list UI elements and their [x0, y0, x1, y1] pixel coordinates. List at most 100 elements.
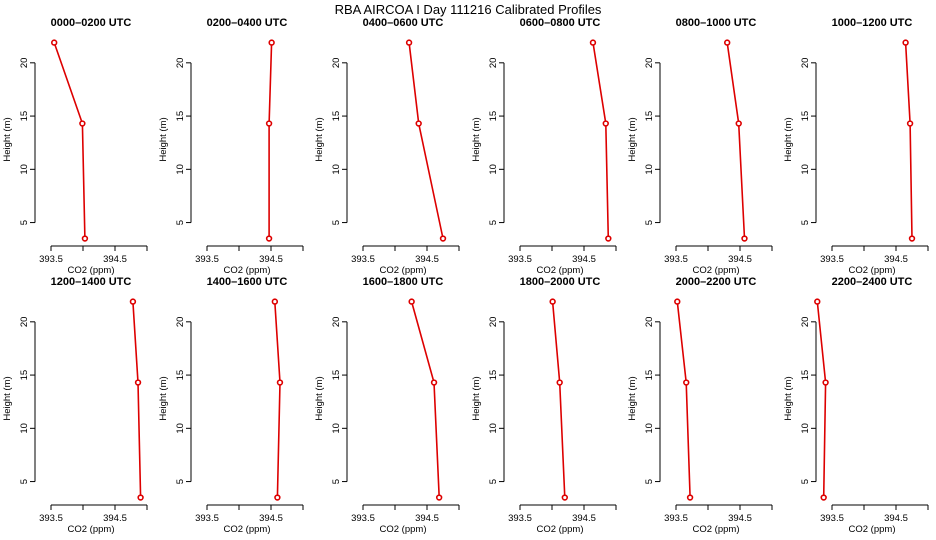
y-tick-label: 20	[488, 317, 499, 328]
profile-point	[129, 298, 137, 305]
profile-point	[81, 235, 89, 242]
y-tick-label: 10	[800, 164, 811, 175]
y-tick-label: 15	[488, 111, 499, 122]
profile-point	[556, 379, 563, 386]
x-tick-label: 394.5	[728, 254, 752, 265]
x-tick-label: 394.5	[884, 513, 908, 524]
panel-title: 1400–1600 UTC	[207, 276, 288, 288]
profile-line	[410, 301, 440, 498]
profile-point	[683, 379, 690, 386]
panel-title: 1600–1800 UTC	[363, 276, 444, 288]
profile-line	[53, 42, 86, 239]
panel-title: 2200–2400 UTC	[832, 276, 913, 288]
y-tick-label: 15	[644, 370, 655, 381]
y-tick-label: 5	[644, 220, 655, 225]
profile-point	[435, 494, 443, 501]
profile-point	[79, 120, 86, 127]
profile-point	[265, 235, 273, 242]
profile-point	[674, 298, 681, 305]
y-tick-label: 10	[175, 423, 186, 434]
profile-point	[408, 298, 415, 305]
panel-title: 0000–0200 UTC	[51, 17, 132, 29]
y-axis-label: Height (m)	[314, 376, 325, 420]
x-tick-label: 394.5	[728, 513, 752, 524]
profile-line	[592, 42, 610, 239]
profile-point	[137, 494, 144, 501]
y-tick-label: 20	[19, 58, 30, 69]
panel-title: 1000–1200 UTC	[832, 17, 913, 29]
panel-title: 0800–1000 UTC	[676, 17, 757, 29]
profile-point	[822, 379, 829, 386]
y-tick-label: 5	[800, 479, 811, 484]
y-axis-label: Height (m)	[783, 376, 794, 420]
y-axis-label: Height (m)	[783, 117, 794, 161]
x-tick-label: 394.5	[259, 254, 283, 265]
x-tick-label: 393.5	[39, 513, 63, 524]
y-tick-label: 15	[800, 370, 811, 381]
x-tick-label: 393.5	[508, 513, 532, 524]
y-tick-label: 20	[331, 58, 342, 69]
y-axis-label: Height (m)	[627, 376, 638, 420]
y-tick-label: 20	[644, 58, 655, 69]
y-tick-label: 15	[800, 111, 811, 122]
x-axis-label: CO2 (ppm)	[537, 524, 584, 535]
profile-point	[268, 39, 275, 46]
profile-point	[605, 235, 612, 242]
x-tick-label: 393.5	[39, 254, 63, 265]
y-tick-label: 10	[331, 423, 342, 434]
panel-title: 0400–0600 UTC	[363, 17, 444, 29]
profile-line	[726, 42, 746, 239]
y-tick-label: 10	[19, 164, 30, 175]
x-axis-label: CO2 (ppm)	[68, 524, 115, 535]
x-tick-label: 394.5	[415, 513, 439, 524]
x-tick-label: 394.5	[572, 254, 596, 265]
profile-line	[408, 42, 444, 239]
y-tick-label: 15	[19, 111, 30, 122]
y-axis-label: Height (m)	[627, 117, 638, 161]
y-tick-label: 15	[19, 370, 30, 381]
profile-point	[814, 298, 821, 305]
x-tick-label: 393.5	[351, 513, 375, 524]
profile-point	[50, 39, 58, 46]
y-tick-label: 15	[488, 370, 499, 381]
profile-point	[439, 235, 447, 242]
y-tick-label: 10	[644, 423, 655, 434]
y-tick-label: 5	[175, 479, 186, 484]
y-tick-label: 20	[19, 317, 30, 328]
x-axis-label: CO2 (ppm)	[537, 265, 584, 276]
y-tick-label: 20	[488, 58, 499, 69]
y-axis-label: Height (m)	[471, 376, 482, 420]
y-tick-label: 10	[331, 164, 342, 175]
profile-point	[430, 379, 438, 386]
profile-point	[723, 39, 731, 46]
y-tick-label: 20	[800, 317, 811, 328]
y-tick-label: 5	[331, 479, 342, 484]
x-axis-label: CO2 (ppm)	[68, 265, 115, 276]
y-axis-label: Height (m)	[314, 117, 325, 161]
profile-point	[415, 120, 422, 127]
y-tick-label: 5	[331, 220, 342, 225]
x-tick-label: 393.5	[508, 254, 532, 265]
x-axis-label: CO2 (ppm)	[224, 265, 271, 276]
profile-point	[906, 120, 914, 127]
y-tick-label: 5	[19, 479, 30, 484]
profile-point	[271, 298, 279, 305]
x-tick-label: 394.5	[572, 513, 596, 524]
x-axis-label: CO2 (ppm)	[380, 524, 427, 535]
x-tick-label: 394.5	[103, 513, 127, 524]
y-tick-label: 10	[488, 164, 499, 175]
x-axis-label: CO2 (ppm)	[849, 265, 896, 276]
y-tick-label: 10	[488, 423, 499, 434]
y-tick-label: 15	[331, 111, 342, 122]
profile-point	[561, 494, 568, 501]
profile-point	[265, 120, 273, 127]
x-tick-label: 394.5	[884, 254, 908, 265]
